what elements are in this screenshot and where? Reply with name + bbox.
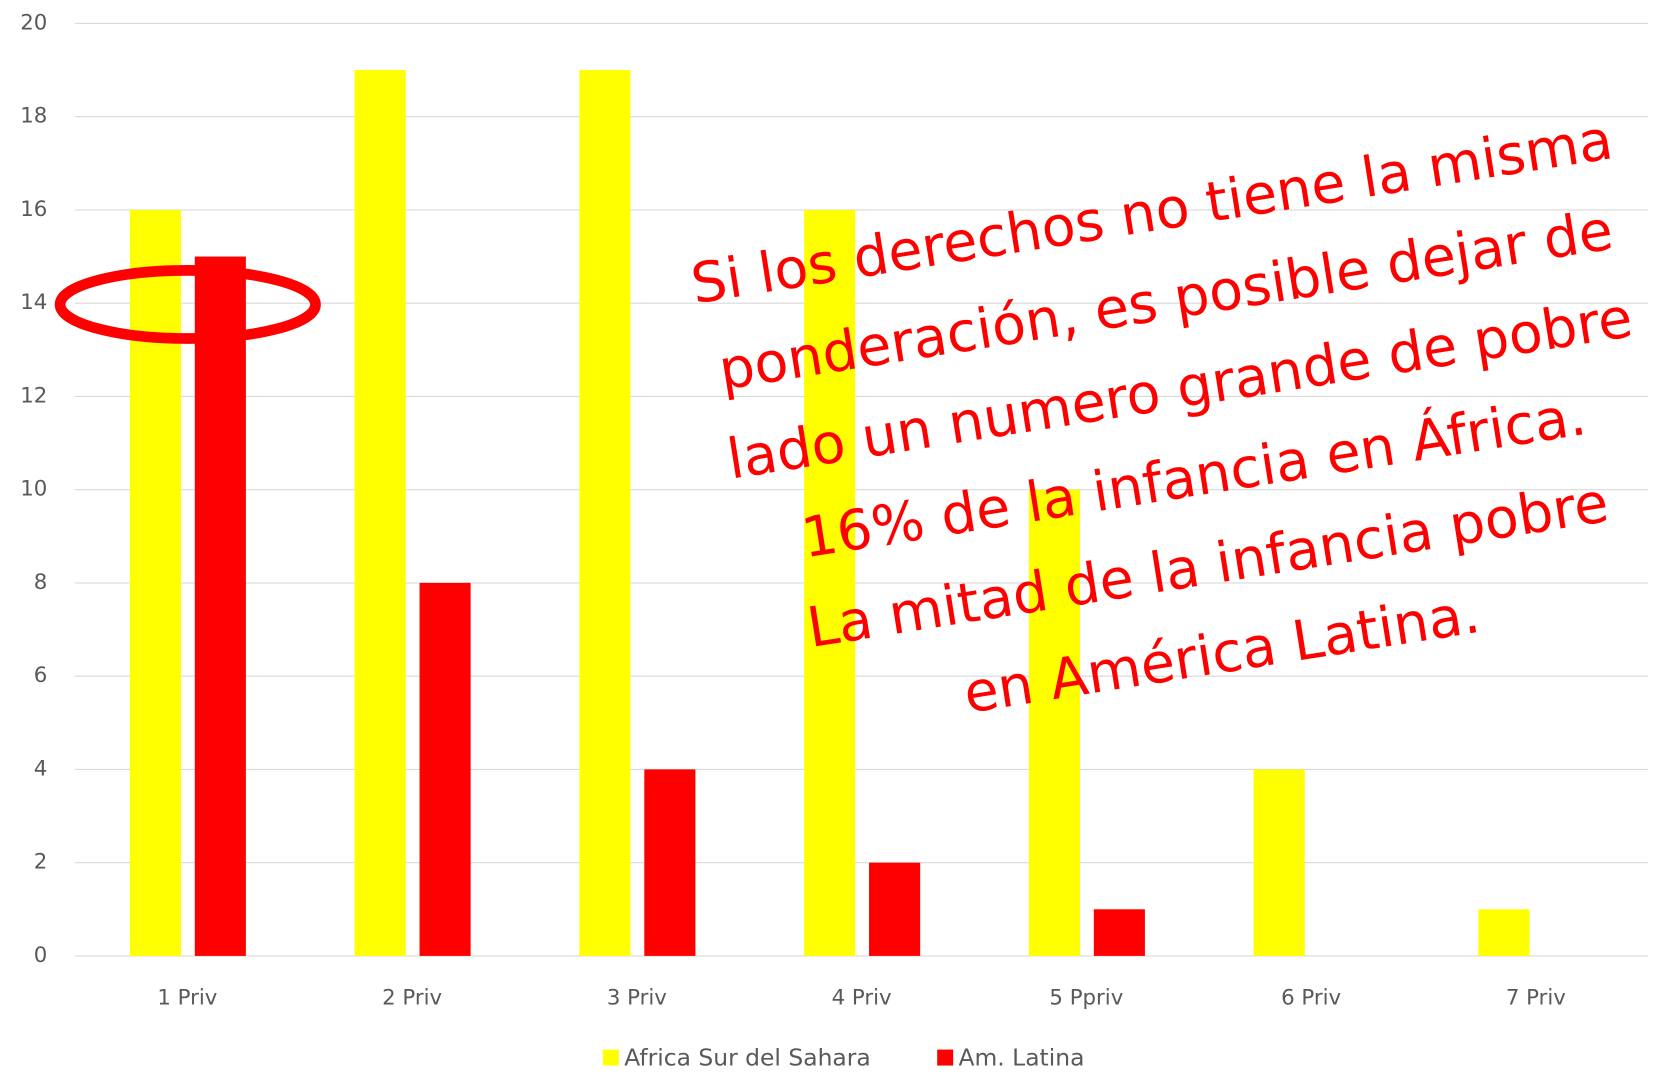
- x-tick-label: 6 Priv: [1281, 985, 1341, 1010]
- bar: [644, 769, 696, 956]
- x-tick-label: 4 Priv: [832, 985, 892, 1010]
- bar: [804, 209, 856, 956]
- y-tick-label: 12: [20, 383, 47, 408]
- bar: [1253, 769, 1305, 956]
- bar: [354, 70, 406, 956]
- highlight-ellipse: [54, 265, 321, 344]
- x-tick-label: 3 Priv: [607, 985, 667, 1010]
- y-tick-label: 10: [20, 477, 47, 502]
- bar: [1093, 909, 1145, 956]
- legend-swatch: [602, 1049, 619, 1066]
- x-tick-label: 2 Priv: [382, 985, 442, 1010]
- bar: [579, 70, 631, 956]
- bar: [1028, 489, 1080, 956]
- bar: [869, 862, 921, 956]
- x-tick-label: 7 Priv: [1506, 985, 1566, 1010]
- y-tick-label: 18: [20, 104, 47, 129]
- y-tick-label: 6: [34, 663, 48, 688]
- bar: [129, 209, 181, 956]
- y-tick-label: 8: [34, 570, 48, 595]
- legend-label: Am. Latina: [958, 1044, 1084, 1072]
- legend-swatch: [937, 1049, 954, 1066]
- y-tick-label: 16: [20, 197, 47, 222]
- y-tick-label: 2: [34, 850, 48, 875]
- y-tick-label: 0: [34, 943, 48, 968]
- bar: [194, 256, 246, 956]
- y-tick-label: 14: [20, 290, 47, 315]
- legend-label: Africa Sur del Sahara: [624, 1044, 871, 1072]
- bar: [1478, 909, 1530, 956]
- x-tick-label: 1 Priv: [157, 985, 217, 1010]
- bar: [419, 582, 471, 956]
- y-tick-label: 4: [34, 756, 48, 781]
- y-tick-label: 20: [20, 10, 47, 35]
- x-tick-label: 5 Ppriv: [1049, 985, 1123, 1010]
